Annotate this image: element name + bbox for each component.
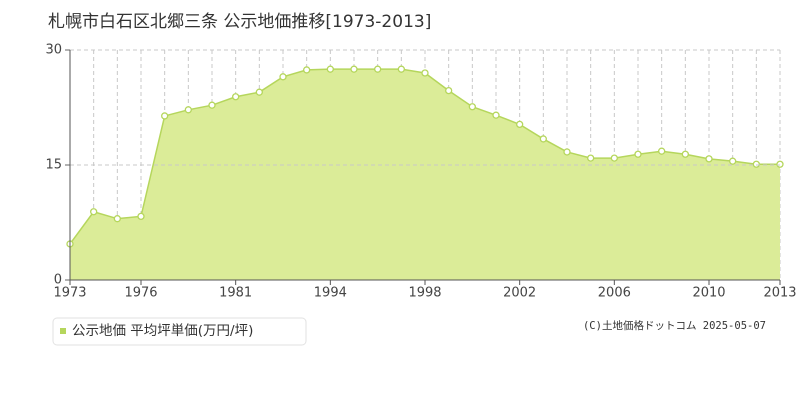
point — [184, 106, 192, 114]
x-tick-label: 2013 — [763, 286, 796, 301]
y-tick-label: 30 — [45, 43, 62, 58]
point — [279, 73, 287, 81]
point — [161, 112, 169, 120]
y-tick-label: 0 — [54, 273, 62, 288]
x-tick-label: 1981 — [219, 286, 252, 301]
point — [729, 157, 737, 165]
chart-title: 札幌市白石区北郷三条 公示地価推移[1973-2013] — [48, 12, 431, 32]
point — [350, 65, 358, 73]
point — [516, 120, 524, 129]
x-tick-label: 2002 — [503, 286, 536, 301]
legend: 公示地価 平均坪単価(万円/坪) — [52, 317, 307, 346]
point — [208, 101, 216, 109]
legend-swatch — [60, 328, 66, 334]
point — [232, 93, 240, 101]
point — [326, 65, 334, 73]
x-tick-label: 1998 — [408, 286, 441, 301]
point — [137, 212, 145, 221]
point — [539, 135, 547, 143]
point — [587, 154, 595, 162]
point — [90, 208, 98, 216]
point — [634, 150, 642, 158]
point — [303, 66, 311, 74]
copyright: (C)土地価格ドットコム 2025-05-07 — [583, 319, 766, 332]
point — [445, 86, 453, 95]
point — [113, 215, 121, 223]
point — [681, 150, 689, 158]
point — [658, 147, 666, 155]
point — [776, 160, 784, 168]
point — [492, 111, 500, 119]
legend-box — [52, 317, 307, 346]
area — [70, 69, 780, 281]
x-tick-label: 2006 — [598, 286, 631, 301]
point — [468, 103, 476, 111]
point — [610, 154, 618, 162]
point — [374, 65, 382, 73]
point — [563, 148, 571, 156]
y-tick-label: 15 — [45, 158, 62, 173]
x-tick-label: 2010 — [692, 286, 725, 301]
x-tick-label: 1976 — [124, 286, 157, 301]
point — [397, 65, 405, 73]
point — [705, 155, 713, 163]
point — [421, 69, 429, 77]
point — [752, 160, 760, 168]
point — [255, 88, 263, 96]
legend-label: 公示地価 平均坪単価(万円/坪) — [72, 323, 253, 339]
x-tick-label: 1973 — [53, 286, 86, 301]
x-tick-label: 1994 — [314, 286, 347, 301]
